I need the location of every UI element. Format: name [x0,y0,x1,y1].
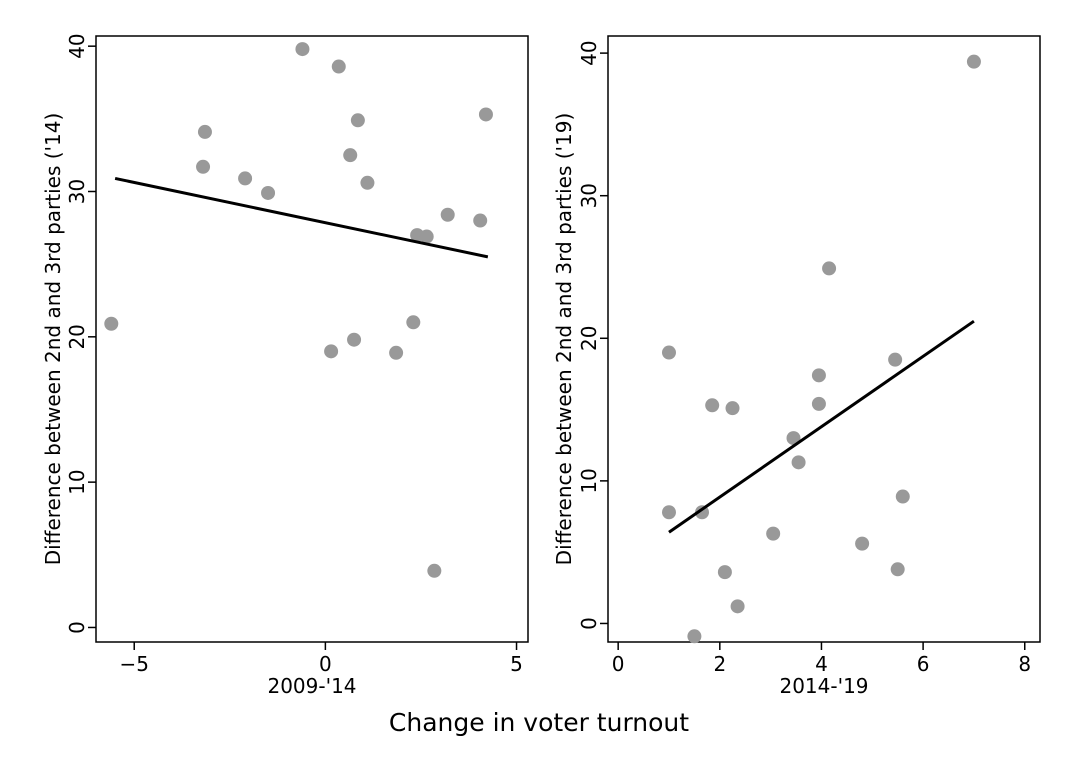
data-point [895,489,910,504]
data-point [888,352,903,367]
data-point [343,148,358,163]
x-tick-label: 4 [815,652,828,676]
data-point [786,431,801,446]
data-point [360,175,375,190]
data-point [440,207,455,222]
plot-frame [607,35,1041,643]
data-point [855,536,870,551]
subplot-x-label: 2014-'19 [779,674,868,698]
y-tick-label: 30 [65,179,89,204]
x-tick-label: 0 [612,652,625,676]
fit-line [668,319,975,534]
figure-x-axis-title: Change in voter turnout [389,708,689,737]
data-point [822,261,837,276]
y-axis-title: Difference between 2nd and 3rd parties (… [552,113,576,566]
y-tick-label: 0 [577,617,601,630]
data-point [890,562,905,577]
x-tick-label: 0 [319,652,332,676]
data-point [419,229,434,244]
data-point [104,316,119,331]
data-point [791,455,806,470]
data-point [687,629,702,644]
data-point [705,398,720,413]
data-point [427,563,442,578]
data-point [811,396,826,411]
data-point [238,171,253,186]
plot-frame [95,35,529,643]
panel-2009-14: −5 0 5 0 10 20 30 40 Difference between 2nd and … [41,33,529,698]
y-tick-label: 20 [577,326,601,351]
data-point [473,213,488,228]
data-point [478,107,493,122]
x-tick-label: 2 [713,652,726,676]
data-point [295,42,310,57]
data-point [406,315,421,330]
x-tick-label: 6 [917,652,930,676]
x-tick-label: 5 [510,652,523,676]
y-tick-label: 40 [65,33,89,58]
data-point [811,368,826,383]
data-point [725,401,740,416]
data-point [350,113,365,128]
fit-line [114,176,489,259]
data-point [324,344,339,359]
data-point [661,505,676,520]
data-point [717,565,732,580]
data-point [331,59,346,74]
data-point [766,526,781,541]
y-tick-label: 40 [577,40,601,65]
y-tick-label: 30 [577,183,601,208]
x-tick-label: 8 [1018,652,1031,676]
panel-2014-19: 0 2 4 6 8 0 10 20 30 40 Difference between 2nd and… [552,35,1041,698]
x-tick-label: −5 [119,652,148,676]
y-tick-label: 10 [65,469,89,494]
data-point [389,345,404,360]
subplot-x-label: 2009-'14 [267,674,356,698]
y-tick-label: 10 [577,468,601,493]
data-point [261,185,276,200]
data-point [347,332,362,347]
data-point [730,599,745,614]
y-axis-title: Difference between 2nd and 3rd parties (… [41,113,65,566]
data-point [661,345,676,360]
y-tick-label: 20 [65,324,89,349]
data-point [196,159,211,174]
y-tick-label: 0 [65,621,89,634]
data-point [197,124,212,139]
data-point [966,54,981,69]
